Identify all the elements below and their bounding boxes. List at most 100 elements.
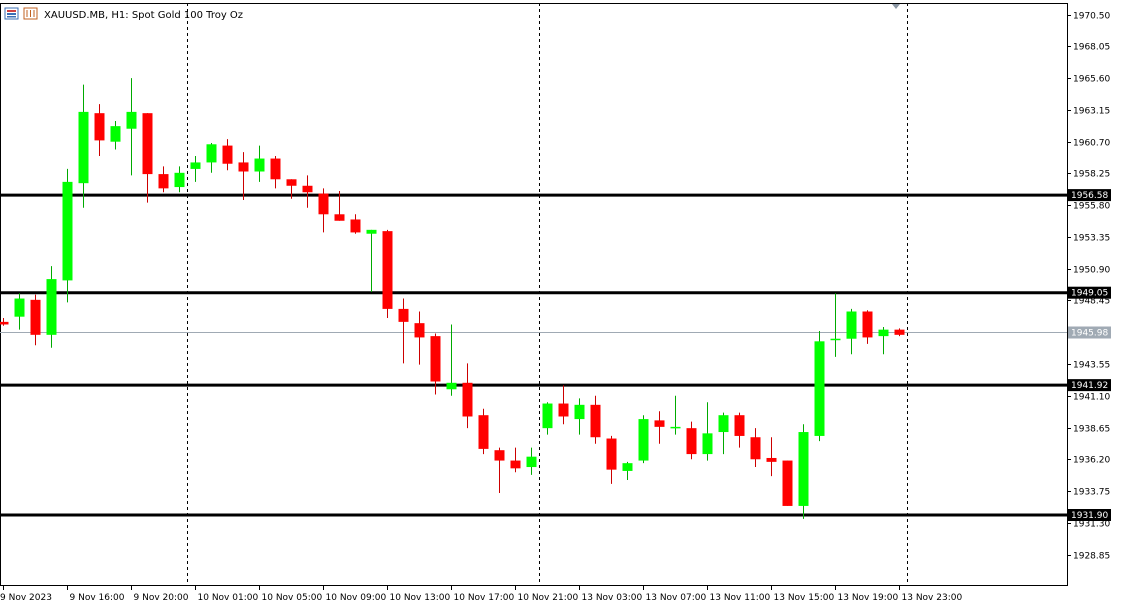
y-tick-label: 1950.90 [1073,266,1110,276]
candle [814,330,825,442]
y-tick-label: 1970.50 [1073,12,1110,22]
x-tick-label: 10 Nov 09:00 [326,593,387,603]
candle [494,447,505,493]
price-tags: 1956.58 1949.05 1941.92 1931.90 1945.98 [1068,189,1111,522]
x-tick-label: 13 Nov 19:00 [838,593,899,603]
candle [526,447,537,475]
candle [446,324,457,396]
plot-frame [0,3,1068,586]
candle-body [638,419,649,461]
candle-body [782,460,793,506]
candle-body [206,144,217,163]
x-tick-label: 10 Nov 05:00 [262,593,323,603]
candle [462,363,473,429]
candle-body [350,219,361,233]
candle [334,190,345,221]
candle-body [558,403,569,417]
y-tick-label: 1960.70 [1073,139,1110,149]
candle [782,460,793,506]
level-price-tag: 1931.90 [1068,509,1111,522]
level-price-tag-bg [1068,379,1111,392]
candle-body [302,185,313,193]
candle-body [478,415,489,449]
candle [190,155,201,182]
candle [830,293,841,357]
candles [0,78,905,519]
level-price-tag: 1941.92 [1068,379,1111,392]
x-tick-label: 13 Nov 15:00 [774,593,835,603]
candle [302,175,313,208]
candle-body [718,415,729,433]
candle [254,145,265,182]
candle-body [382,231,393,309]
y-tick-label: 1965.60 [1073,75,1110,85]
y-tick-label: 1958.25 [1073,170,1110,180]
price-axis[interactable]: 1970.50 1968.05 1965.60 1963.15 1960.70 1958.… [1067,12,1110,562]
candle [174,166,185,193]
y-tick-label: 1936.20 [1073,456,1110,466]
candle-body [430,336,441,382]
candle [894,328,905,337]
y-tick-label: 1963.15 [1073,107,1110,117]
candle-body [862,311,873,338]
candle-body [526,456,537,468]
candle [350,214,361,234]
x-tick-label: 13 Nov 07:00 [646,593,707,603]
candle-body [254,158,265,172]
candle-body [606,438,617,470]
candle-body [318,193,329,215]
x-tick-label: 10 Nov 01:00 [198,593,259,603]
candle [574,398,585,435]
candle [590,395,601,444]
current-price-tag: 1945.98 [1068,326,1111,339]
candle [222,139,233,171]
symbol-description: XAUUSD.MB, H1: Spot Gold 100 Troy Oz [44,10,243,21]
candle [158,166,169,193]
candle [126,78,137,176]
candle [14,293,25,330]
candle-body [78,111,89,184]
candle-body [398,308,409,322]
candle-body [750,437,761,460]
x-tick-label: 13 Nov 03:00 [582,593,643,603]
horizontal-levels[interactable] [0,193,1067,517]
candle-body [766,457,777,462]
candle [382,229,393,318]
candle [94,104,105,156]
time-axis[interactable]: 9 Nov 2023 9 Nov 16:00 9 Nov 20:00 10 Nov 0… [0,585,962,603]
shift-marker-icon[interactable] [892,4,900,9]
x-tick-label: 10 Nov 21:00 [518,593,579,603]
candle-body [158,174,169,189]
candle-body [270,158,281,180]
candle [0,317,9,326]
symbol-list-icon[interactable] [4,7,19,20]
chart-type-icon[interactable] [23,7,38,20]
candle [142,113,153,203]
candle [318,188,329,233]
candle [478,408,489,455]
candle-body [686,428,697,455]
candle-body [590,404,601,438]
candle-body [94,113,105,141]
candle [878,327,889,355]
candle-body [190,162,201,169]
y-tick-label: 1948.45 [1073,297,1110,307]
candle [862,310,873,344]
y-tick-label: 1955.80 [1073,202,1110,212]
candle [558,385,569,425]
candle-body [494,450,505,461]
y-tick-label: 1938.65 [1073,425,1110,435]
candle-body [574,404,585,420]
x-tick-label: 13 Nov 23:00 [902,593,963,603]
candle [510,447,521,473]
candle-body [142,113,153,175]
x-tick-label: 13 Nov 11:00 [710,593,771,603]
candle [398,298,409,364]
candle-body [238,162,249,172]
level-price-tag: 1956.58 [1068,189,1111,202]
candle-body [542,403,553,429]
candle-body [622,463,633,471]
candle [46,266,57,348]
candle [718,412,729,455]
